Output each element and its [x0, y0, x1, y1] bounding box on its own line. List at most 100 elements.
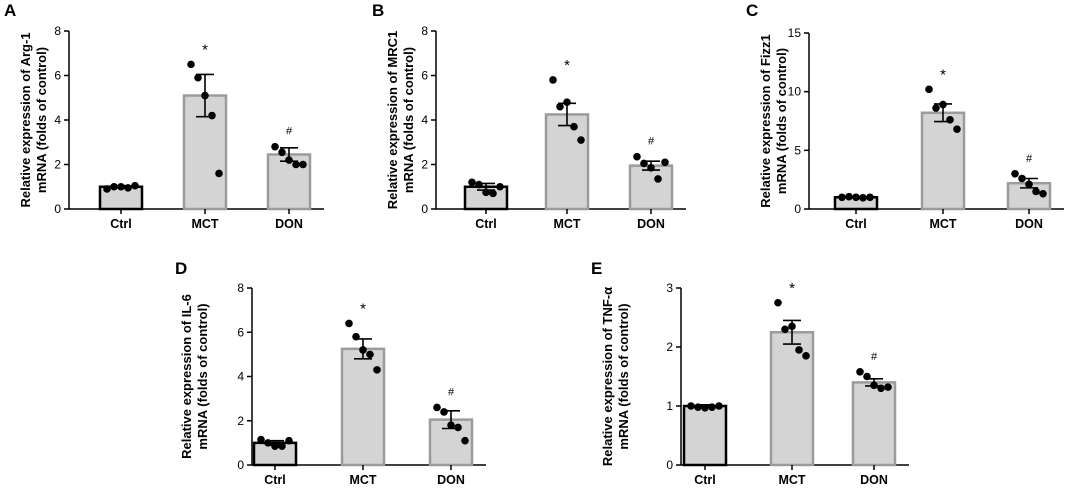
significance-hash: #	[871, 351, 878, 363]
panel-letter: D	[175, 259, 187, 278]
x-tick-label: DON	[860, 473, 888, 487]
significance-asterisk: *	[564, 57, 570, 74]
data-point	[373, 366, 381, 374]
y-axis-label: mRNA (folds of control)	[774, 48, 789, 194]
data-point	[774, 298, 782, 307]
data-point	[884, 383, 892, 391]
bar-don	[851, 381, 897, 467]
y-tick-label: 0	[421, 202, 428, 216]
data-point	[838, 193, 846, 202]
data-point	[932, 104, 940, 112]
x-tick-label: MCT	[553, 217, 580, 231]
x-tick-label: Ctrl	[110, 217, 132, 231]
data-point	[264, 439, 272, 447]
data-point	[788, 322, 796, 331]
data-point	[563, 98, 571, 106]
y-tick-label: 4	[237, 370, 244, 384]
data-point	[110, 182, 118, 191]
data-point	[131, 181, 139, 190]
data-point	[866, 193, 874, 202]
data-point	[863, 372, 871, 381]
y-axis-label: Relative expression of Arg-1	[18, 32, 33, 207]
x-tick-label: Ctrl	[694, 473, 716, 487]
x-tick-label: MCT	[191, 217, 218, 231]
data-point	[1039, 189, 1047, 198]
data-point	[454, 423, 462, 432]
x-tick-label: Ctrl	[845, 217, 867, 231]
data-point	[795, 346, 803, 354]
data-point	[781, 325, 789, 334]
data-point	[187, 60, 195, 69]
data-point	[661, 158, 669, 167]
data-point	[939, 100, 947, 109]
data-point	[285, 436, 293, 445]
data-point	[278, 148, 286, 157]
data-point	[556, 102, 564, 111]
y-tick-label: 4	[421, 113, 428, 127]
y-axis-label: mRNA (folds of control)	[401, 47, 416, 193]
data-point	[117, 182, 125, 191]
data-point	[440, 408, 448, 416]
data-point	[124, 184, 132, 192]
data-point	[654, 175, 662, 183]
data-point	[852, 193, 860, 202]
data-point	[694, 403, 702, 411]
data-point	[549, 76, 557, 84]
x-tick-label: DON	[637, 217, 665, 231]
data-point	[1018, 174, 1026, 183]
data-point	[496, 182, 504, 191]
y-axis-label: Relative expression of TNF-α	[600, 287, 615, 466]
data-point	[194, 73, 202, 82]
x-tick-label: MCT	[349, 473, 376, 487]
data-point	[489, 189, 497, 198]
y-tick-label: 6	[237, 325, 244, 339]
data-point	[577, 136, 585, 144]
x-tick-label: DON	[1015, 217, 1043, 231]
data-point	[802, 352, 810, 360]
y-tick-label: 0	[237, 458, 244, 472]
data-point	[278, 442, 286, 450]
panel-letter: B	[372, 1, 384, 20]
data-point	[715, 402, 723, 410]
bar-don	[628, 164, 674, 211]
data-point	[447, 421, 455, 429]
panel-letter: A	[4, 1, 16, 20]
y-axis-label: mRNA (folds of control)	[616, 303, 631, 449]
y-axis-label: Relative expression of MRC1	[385, 31, 400, 209]
y-axis-label: mRNA (folds of control)	[34, 47, 49, 193]
y-axis-label: Relative expression of Fizz1	[758, 34, 773, 207]
data-point	[215, 169, 223, 178]
panel-letter: E	[591, 259, 602, 278]
data-point	[201, 91, 209, 100]
bar-ctrl	[682, 404, 728, 467]
chart-panel-e: E Relative expression of TNF-α mRNA (folds…	[591, 259, 909, 487]
chart-panel-d: D Relative expression of IL-6 mRNA (folds …	[175, 259, 486, 487]
y-tick-label: 6	[421, 69, 428, 83]
significance-hash: #	[1026, 153, 1033, 165]
significance-asterisk: *	[940, 66, 946, 83]
data-point	[845, 192, 853, 201]
y-tick-label: 6	[54, 69, 61, 83]
data-point	[271, 142, 279, 151]
y-tick-label: 2	[421, 158, 428, 172]
data-point	[461, 436, 469, 445]
data-point	[640, 159, 648, 168]
data-point	[345, 319, 353, 328]
y-tick-label: 5	[794, 143, 801, 157]
data-point	[1025, 180, 1033, 189]
y-axis-label: mRNA (folds of control)	[195, 303, 210, 449]
data-point	[352, 332, 360, 341]
y-tick-label: 3	[666, 281, 673, 295]
y-tick-label: 15	[788, 26, 802, 40]
significance-asterisk: *	[789, 280, 795, 297]
significance-hash: #	[286, 126, 293, 138]
bar-mct	[544, 113, 590, 211]
data-point	[299, 160, 307, 169]
y-tick-label: 4	[54, 113, 61, 127]
data-point	[366, 350, 374, 359]
data-point	[701, 403, 709, 412]
y-tick-label: 8	[421, 24, 428, 38]
